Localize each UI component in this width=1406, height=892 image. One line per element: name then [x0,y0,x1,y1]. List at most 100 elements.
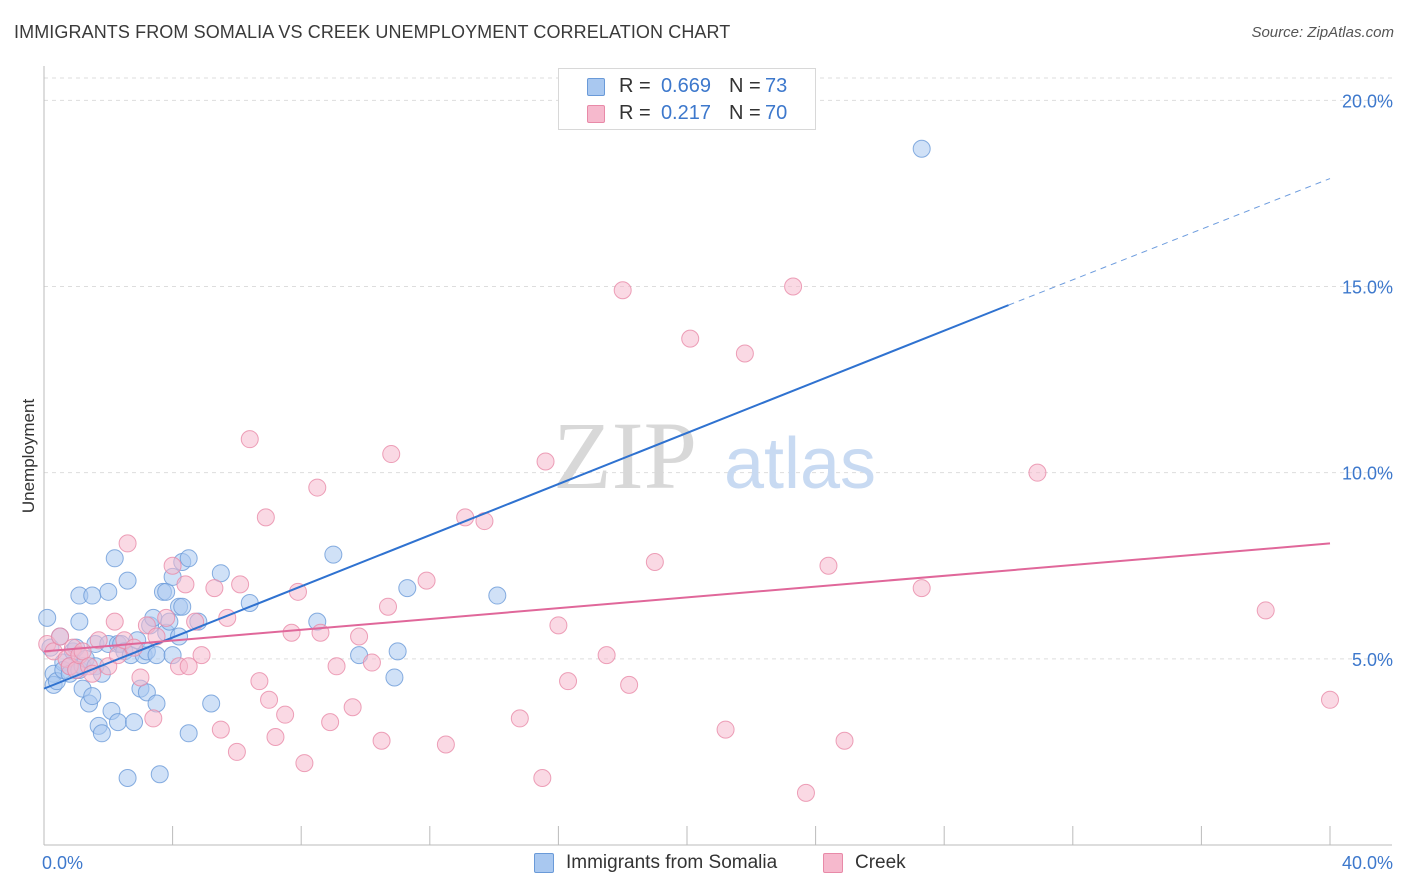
somalia-point [92,724,111,743]
r-value: 0.669 [660,75,711,97]
somalia-trend-line [43,304,1009,690]
axes [43,66,1392,846]
creek-point [436,735,455,754]
creek-point [613,281,632,300]
creek-point [620,675,639,694]
data-points [38,139,1339,802]
watermark-zip: ZIP [553,402,697,509]
somalia-point [147,694,166,713]
chart-title: IMMIGRANTS FROM SOMALIA VS CREEK UNEMPLO… [14,22,731,42]
n-value: 70 [765,102,788,124]
n-value: 73 [765,75,788,97]
creek-point [105,612,124,631]
somalia-point [83,687,102,706]
y-tick-label: 15.0% [1342,278,1393,298]
creek-trend-line [43,542,1331,653]
creek-point [157,608,176,627]
somalia-swatch [587,78,605,96]
somalia-point [118,571,137,590]
somalia-point [488,586,507,605]
creek-point [227,742,246,761]
stats-legend-row-creek: R = 0.217 N = 70 [559,102,815,128]
somalia-point [173,597,192,616]
watermark: ZIP atlas [553,402,876,509]
somalia-point [157,582,176,601]
creek-point [549,616,568,635]
creek-point [260,690,279,709]
legend-label-creek: Creek [855,852,906,873]
y-tick-label: 5.0% [1352,650,1393,670]
creek-point [681,329,700,348]
creek-swatch [587,105,605,123]
n-label: N = [729,75,761,97]
somalia-point [70,612,89,631]
creek-point [144,709,163,728]
somalia-point [398,579,417,598]
creek-point [266,728,285,747]
creek-point [559,672,578,691]
somalia-point [179,724,198,743]
creek-point [176,575,195,594]
creek-point [417,571,436,590]
creek-point [89,631,108,650]
x-tick-label: 0.0% [42,853,83,873]
creek-point [282,623,301,642]
creek-point [1321,690,1339,709]
creek-point [1256,601,1275,620]
creek-point [211,720,230,739]
creek-point [276,705,295,724]
creek-point [131,668,150,687]
creek-point [327,657,346,676]
creek-point [343,698,362,717]
source-credit: Source: ZipAtlas.com [1251,24,1394,41]
creek-point [231,575,250,594]
creek-point [716,720,735,739]
grid [44,77,1392,660]
series-legend: Immigrants from Somalia Creek [0,852,1406,878]
somalia-point [211,564,230,583]
creek-point [597,646,616,665]
creek-point [295,754,314,773]
creek-point [163,556,182,575]
stats-legend: R = 0.669 N = 73 R = 0.217 N = 70 [558,68,816,130]
y-tick-label: 10.0% [1342,464,1393,484]
creek-point [536,452,555,471]
somalia-trend-extension [1008,178,1331,306]
creek-point [250,672,269,691]
somalia-point [147,646,166,665]
creek-point [1028,463,1047,482]
y-axis-label: Unemployment [19,399,38,514]
creek-point [118,534,137,553]
trend-lines [43,178,1331,690]
somalia-point [99,582,118,601]
tick-labels: 5.0% 10.0% 15.0% 20.0% 0.0% 40.0% [42,91,1393,873]
somalia-point [83,586,102,605]
creek-point [819,556,838,575]
legend-label-somalia: Immigrants from Somalia [566,852,778,873]
creek-legend-swatch [823,853,843,873]
creek-point [835,731,854,750]
somalia-point [105,549,124,568]
creek-point [205,579,224,598]
somalia-point [912,139,931,158]
r-label: R = [619,102,651,124]
somalia-point [125,713,144,732]
creek-point [510,709,529,728]
creek-point [912,579,931,598]
x-tick-label: 40.0% [1342,853,1393,873]
somalia-point [38,608,57,627]
creek-point [240,430,259,449]
creek-point [321,713,340,732]
creek-point [192,646,211,665]
r-value: 0.217 [660,102,711,124]
creek-point [784,277,803,296]
y-tick-label: 20.0% [1342,91,1393,111]
somalia-legend-swatch [534,853,554,873]
r-label: R = [619,75,651,97]
creek-point [796,783,815,802]
creek-point [350,627,369,646]
watermark-atlas: atlas [724,424,876,504]
creek-point [362,653,381,672]
stats-legend-row-somalia: R = 0.669 N = 73 [559,75,815,101]
